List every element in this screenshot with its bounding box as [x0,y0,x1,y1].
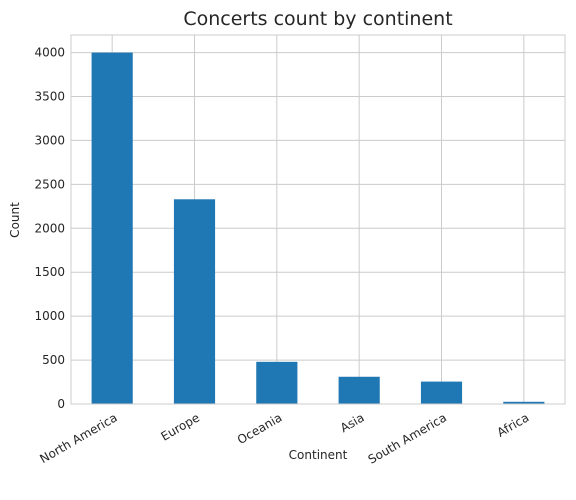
bar-europe [173,199,216,404]
bar-africa [503,401,545,404]
x-tick-label: Africa [495,410,532,439]
y-tick-label: 3500 [34,90,65,104]
gridlines [71,35,565,405]
y-tick-label: 1000 [34,309,65,323]
bar-asia [338,376,380,404]
bar-north-america [91,52,133,404]
chart-title: Concerts count by continent [183,8,452,30]
x-tick-label: Oceania [235,410,285,447]
x-tick-label: South America [366,410,449,466]
bar-south-america [420,381,463,404]
y-axis-ticks: 0 500 1000 1500 2000 2500 3000 3500 4000 [34,46,65,411]
y-tick-label: 3000 [34,133,65,147]
y-tick-label: 2000 [34,221,65,235]
y-tick-label: 500 [42,353,65,367]
x-axis-label: Continent [289,448,348,462]
y-tick-label: 0 [57,397,65,411]
y-axis-label: Count [8,202,22,238]
y-tick-label: 1500 [34,265,65,279]
y-tick-label: 4000 [34,46,65,60]
y-tick-label: 2500 [34,177,65,191]
plot-frame [70,34,566,405]
x-tick-label: North America [37,410,119,466]
x-tick-label: Asia [338,410,367,435]
bars [91,52,545,404]
x-tick-label: Europe [158,410,202,443]
bar-oceania [256,361,298,404]
